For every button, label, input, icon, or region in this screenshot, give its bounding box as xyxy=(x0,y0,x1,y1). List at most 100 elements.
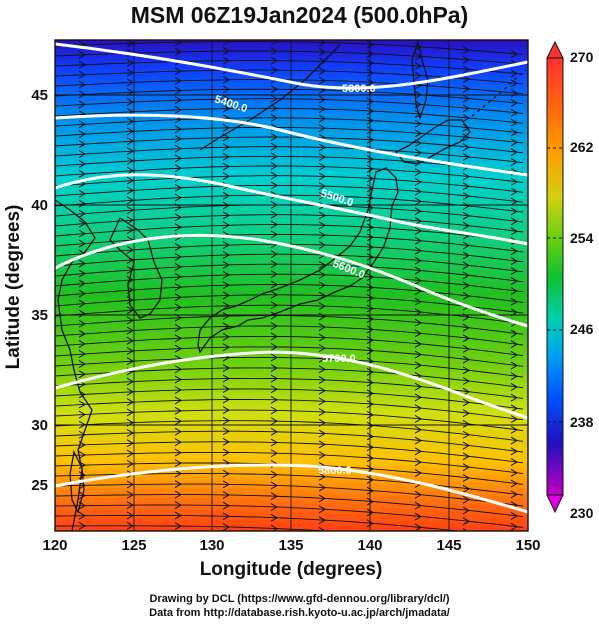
streamline-arrow xyxy=(414,308,422,317)
streamline-arrow xyxy=(174,334,182,343)
streamline-arrow xyxy=(126,186,134,195)
streamline-arrow xyxy=(222,152,230,161)
streamline-arrow xyxy=(462,409,470,418)
streamline-arrow xyxy=(462,506,470,515)
streamline-arrow xyxy=(222,95,230,103)
streamline-arrow xyxy=(414,414,422,423)
streamline-arrow xyxy=(78,309,86,318)
streamline-arrow xyxy=(78,491,86,500)
streamline-arrow xyxy=(414,177,422,186)
credit-drawing: Drawing by DCL (https://www.gfd-dennou.o… xyxy=(149,593,450,605)
streamline-arrow xyxy=(510,197,518,206)
streamline-arrow xyxy=(510,49,518,58)
streamline-arrow xyxy=(366,126,374,135)
streamline-arrow xyxy=(126,347,134,355)
streamline-arrow xyxy=(126,226,134,234)
streamline-arrow xyxy=(126,68,134,77)
streamline-arrow xyxy=(78,209,86,218)
streamline-arrow xyxy=(78,169,86,178)
streamline-arrow xyxy=(510,79,518,88)
streamline-arrow xyxy=(510,479,518,488)
streamline-arrow xyxy=(414,71,422,80)
streamline-arrow xyxy=(222,260,230,269)
streamline-arrow xyxy=(126,156,134,165)
streamline-arrow xyxy=(270,470,278,479)
streamline-arrow xyxy=(318,281,326,290)
streamline-arrow xyxy=(270,181,278,190)
streamline-arrow xyxy=(462,241,470,250)
colorbar-scale xyxy=(546,57,564,496)
streamline-arrow xyxy=(270,449,278,458)
streamline-arrow xyxy=(462,75,470,84)
y-tick-label: 30 xyxy=(31,417,48,434)
streamline-arrow xyxy=(222,312,230,320)
streamline-arrow xyxy=(414,501,422,510)
streamline-arrow xyxy=(366,97,374,106)
streamline-arrow xyxy=(270,280,278,289)
streamline-arrow xyxy=(174,448,182,457)
streamline-arrow xyxy=(222,343,230,352)
streamline-arrow xyxy=(462,211,470,220)
streamline-arrow xyxy=(222,406,230,415)
streamline-arrow xyxy=(318,231,326,240)
streamline-arrow xyxy=(222,395,230,404)
streamline-arrow xyxy=(318,386,326,395)
streamline-arrow xyxy=(510,158,518,166)
streamline-arrow xyxy=(78,229,86,238)
streamline-arrow xyxy=(270,513,278,522)
streamline-arrow xyxy=(414,217,422,226)
streamline-arrow xyxy=(78,511,86,520)
streamline-arrow xyxy=(78,100,86,109)
streamline-arrow xyxy=(318,48,326,56)
streamline-arrow xyxy=(318,241,326,249)
streamline-arrow xyxy=(174,183,182,192)
streamline-arrow xyxy=(222,143,230,152)
streamline-arrow xyxy=(174,76,182,85)
streamline-arrow xyxy=(366,378,374,387)
streamline-arrow xyxy=(510,522,518,531)
streamline-arrow xyxy=(318,333,326,342)
x-tick-label: 145 xyxy=(436,537,461,554)
streamline-arrow xyxy=(366,421,374,430)
streamline-arrow xyxy=(366,400,374,409)
streamline-arrow xyxy=(462,114,470,122)
streamline-arrow xyxy=(366,432,374,441)
streamline-arrow xyxy=(270,427,278,436)
streamline-arrow xyxy=(78,60,86,69)
streamline-arrow xyxy=(126,98,134,106)
streamline-arrow xyxy=(270,113,278,122)
streamline-arrow xyxy=(174,262,182,271)
streamline-arrow xyxy=(174,154,182,163)
streamline-arrow xyxy=(462,172,470,181)
streamline-arrow xyxy=(126,408,134,417)
streamline-arrow xyxy=(126,196,134,205)
streamline-arrow xyxy=(510,468,518,477)
streamline-arrow xyxy=(318,124,326,133)
streamline-arrow xyxy=(174,490,182,499)
streamline-arrow xyxy=(462,420,470,428)
streamline-arrow xyxy=(462,355,470,364)
streamline-arrow xyxy=(414,523,422,531)
streamline-arrow xyxy=(414,256,422,265)
streamline-arrow xyxy=(414,447,422,456)
streamline-arrow xyxy=(78,430,86,439)
streamline-arrow xyxy=(366,368,374,376)
streamline-arrow xyxy=(270,353,278,362)
streamline-arrow xyxy=(174,40,182,47)
streamline-arrow xyxy=(270,417,278,426)
streamline-arrow xyxy=(270,322,278,330)
map-title: MSM 06Z19Jan2024 (500.0hPa) xyxy=(130,2,469,28)
streamline-arrow xyxy=(270,47,278,56)
streamline-arrow xyxy=(222,332,230,341)
streamline-arrow xyxy=(414,469,422,477)
streamline-arrow xyxy=(78,140,86,149)
streamline-arrow xyxy=(510,404,518,413)
streamline-arrow xyxy=(174,105,182,114)
streamline-arrow xyxy=(78,90,86,99)
streamline-arrow xyxy=(510,227,518,236)
streamline-arrow xyxy=(270,94,278,103)
streamline-arrow xyxy=(510,329,518,338)
streamline-arrow xyxy=(510,187,518,196)
streamline-arrow xyxy=(318,182,326,191)
x-tick-label: 150 xyxy=(515,537,540,554)
